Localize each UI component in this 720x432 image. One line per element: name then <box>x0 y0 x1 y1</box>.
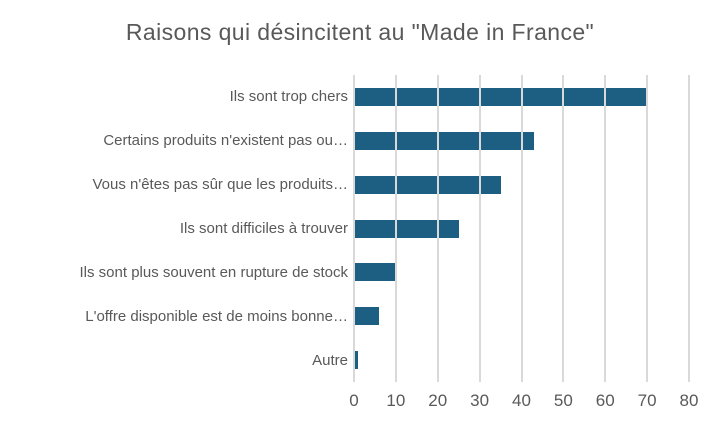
category-labels: Ils sont trop chers Certains produits n'e… <box>0 75 348 382</box>
gridline <box>353 75 355 382</box>
x-tick-label: 60 <box>595 391 615 410</box>
gridline <box>478 75 481 382</box>
bar <box>354 175 501 194</box>
category-label: Vous n'êtes pas sûr que les produits… <box>92 176 348 194</box>
x-axis: 0 10 20 30 40 50 60 70 80 <box>349 391 698 413</box>
gridline <box>688 75 690 382</box>
x-tick-label: 50 <box>553 391 573 410</box>
gridline <box>394 75 397 382</box>
category-label: L'offre disponible est de moins bonne… <box>85 307 348 325</box>
category-label: Ils sont difficiles à trouver <box>179 219 348 237</box>
plot-area: Ils sont trop chers Certains produits n'e… <box>0 75 720 382</box>
category-label: Certains produits n'existent pas ou… <box>103 132 348 150</box>
gridline <box>646 75 649 382</box>
gridline <box>436 75 439 382</box>
x-tick-label: 40 <box>512 391 531 410</box>
category-label: Ils sont plus souvent en rupture de stoc… <box>79 263 348 281</box>
x-tick-label: 10 <box>386 391 406 410</box>
gridline <box>604 75 607 382</box>
bars-area <box>353 75 690 382</box>
x-tick-label: 80 <box>679 391 699 410</box>
x-tick-label: 0 <box>349 391 359 410</box>
category-label: Autre <box>312 351 348 369</box>
bar <box>354 219 459 238</box>
x-tick-label: 70 <box>637 391 657 410</box>
gridline <box>562 75 565 382</box>
category-label: Ils sont trop chers <box>229 88 348 106</box>
bar <box>354 131 535 150</box>
bar <box>354 87 648 106</box>
bar <box>354 263 396 282</box>
bar <box>354 351 359 370</box>
bar <box>354 307 380 326</box>
x-tick-label: 20 <box>428 391 448 410</box>
chart-title: Raisons qui désincitent au "Made in Fran… <box>125 19 595 45</box>
gridline <box>520 75 523 382</box>
x-tick-label: 30 <box>470 391 490 410</box>
